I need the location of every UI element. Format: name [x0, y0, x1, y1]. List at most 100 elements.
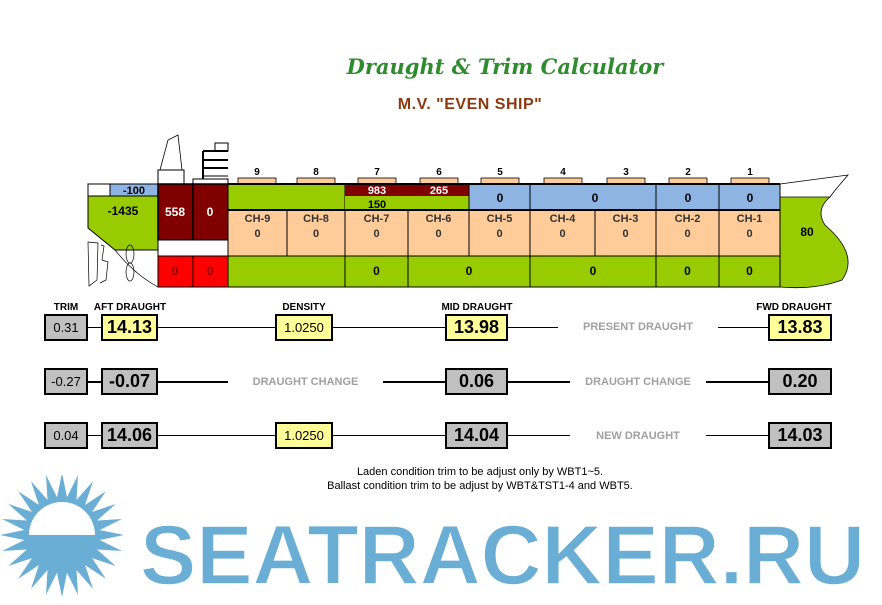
hatch-number: 4	[560, 167, 566, 178]
sun-icon	[0, 475, 124, 597]
funnel	[159, 134, 183, 171]
hold-name: CH-1	[737, 213, 763, 225]
hold-value: 0	[373, 228, 379, 240]
bottom-tank-value: 0	[373, 264, 380, 278]
fwd-draught-change: 0.20	[768, 368, 832, 395]
top-tank-value: 983	[368, 185, 386, 197]
mid-draught-change: 0.06	[445, 368, 508, 395]
aft-draught-change: -0.07	[101, 368, 158, 395]
trim-label: TRIM	[53, 302, 79, 313]
watermark-logo: SEATRACKER.RU	[0, 475, 866, 603]
hold-name: CH-5	[487, 213, 513, 225]
top-tank-7-lower[interactable]	[345, 196, 408, 210]
mid-draught-input[interactable]: 13.98	[445, 314, 508, 341]
top-tank-value: 265	[430, 185, 448, 197]
mid-draught-new: 14.04	[445, 422, 508, 449]
hold-value: 0	[435, 228, 441, 240]
hold-value: 0	[684, 228, 690, 240]
density-input[interactable]: 1.0250	[275, 314, 333, 341]
fore-peak-value: 80	[800, 225, 814, 239]
density-label: DENSITY	[282, 302, 326, 313]
fwd-draught-new: 14.03	[768, 422, 832, 449]
mid-draught-label: MID DRAUGHT	[441, 302, 513, 313]
rudder-propeller-icon	[87, 241, 159, 288]
top-tank-value: 150	[368, 199, 386, 211]
fore-peak-tank[interactable]	[779, 196, 849, 289]
cargo-hold[interactable]	[407, 209, 470, 257]
cargo-hold[interactable]	[529, 209, 596, 257]
hatch-number: 7	[374, 167, 380, 178]
hatch-number: 3	[623, 167, 629, 178]
engine-tank-value: 0	[207, 205, 214, 219]
density-new-input[interactable]: 1.0250	[275, 422, 333, 449]
aft-draught-new: 14.06	[101, 422, 158, 449]
ship-diagram: 9 8 7 6 5 4 3 2 1 -100 -1435 558 0 0 0 983 150 2…	[87, 134, 849, 289]
hatch-number: 2	[685, 167, 691, 178]
cargo-hold[interactable]	[718, 209, 781, 257]
page-title: Draught & Trim Calculator	[346, 54, 664, 79]
hatch-number: 8	[313, 167, 319, 178]
cargo-hold[interactable]	[655, 209, 720, 257]
aft-peak-top-value: -100	[123, 185, 145, 197]
top-tank-value: 0	[685, 191, 692, 205]
hold-name: CH-2	[675, 213, 701, 225]
note-laden: Laden condition trim to be adjust only b…	[356, 466, 604, 478]
hatch-number: 6	[436, 167, 442, 178]
engine-tank-2[interactable]	[192, 183, 229, 241]
hold-name: CH-3	[613, 213, 639, 225]
hold-name: CH-6	[426, 213, 452, 225]
watermark-text: SEATRACKER.RU	[140, 508, 865, 602]
top-tank-9-8[interactable]	[227, 183, 346, 211]
trim-new: 0.04	[44, 422, 88, 449]
new-draught-caption: NEW DRAUGHT	[570, 430, 706, 442]
bottom-tank-value: 0	[590, 264, 597, 278]
hatch-number: 9	[254, 167, 260, 178]
engine-tank-value: 558	[165, 205, 185, 219]
hold-name: CH-7	[364, 213, 390, 225]
trim-change: -0.27	[44, 368, 88, 395]
hold-name: CH-4	[550, 213, 577, 225]
cargo-hold[interactable]	[286, 209, 346, 257]
top-tank-6-upper[interactable]	[408, 184, 469, 196]
top-tank-1[interactable]	[718, 183, 781, 211]
hold-value: 0	[746, 228, 752, 240]
aft-peak-value: -1435	[108, 204, 139, 218]
engine-bottom-2[interactable]	[192, 255, 229, 288]
top-tank-6-lower[interactable]	[408, 196, 469, 210]
present-draught-caption: PRESENT DRAUGHT	[558, 321, 718, 333]
ship-name: M.V. "EVEN SHIP"	[397, 96, 543, 113]
hatch-number: 1	[747, 167, 753, 178]
hatch-number: 5	[497, 167, 503, 178]
cargo-hold[interactable]	[594, 209, 657, 257]
hold-name: CH-8	[303, 213, 329, 225]
top-tank-value: 0	[592, 191, 599, 205]
cargo-hold[interactable]	[227, 209, 288, 257]
double-bottom-tank[interactable]	[227, 255, 346, 288]
hold-name: CH-9	[245, 213, 271, 225]
hold-value: 0	[313, 228, 319, 240]
draught-change-caption: DRAUGHT CHANGE	[228, 376, 383, 388]
hold-value: 0	[559, 228, 565, 240]
accommodation	[192, 142, 229, 185]
bottom-tank-value: 0	[466, 264, 473, 278]
hold-value: 0	[622, 228, 628, 240]
top-tank-5[interactable]	[468, 183, 531, 211]
top-tank-value: 0	[497, 191, 504, 205]
aft-draught-input[interactable]: 14.13	[101, 314, 158, 341]
hold-value: 0	[254, 228, 260, 240]
top-tank-value: 0	[747, 191, 754, 205]
trim-present: 0.31	[44, 314, 88, 341]
note-ballast: Ballast condition trim to be adjust by W…	[327, 480, 633, 492]
fwd-draught-input[interactable]: 13.83	[768, 314, 832, 341]
hold-value: 0	[496, 228, 502, 240]
bottom-tank-value: 0	[684, 264, 691, 278]
top-tank-7-upper[interactable]	[345, 184, 408, 196]
engine-bottom-value: 0	[207, 264, 214, 278]
fwd-draught-label: FWD DRAUGHT	[756, 302, 832, 313]
bottom-tank-value: 0	[746, 264, 753, 278]
draught-change-caption-2: DRAUGHT CHANGE	[570, 376, 706, 388]
double-bottom-tank[interactable]	[344, 255, 409, 288]
engine-bottom-value: 0	[172, 264, 179, 278]
aft-peak-tank[interactable]	[87, 195, 159, 251]
